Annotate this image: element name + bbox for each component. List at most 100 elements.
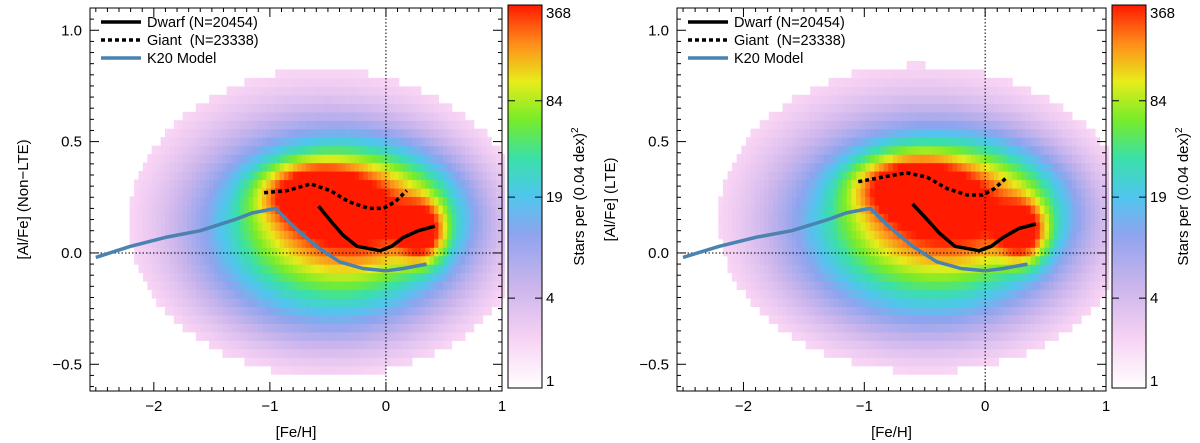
density-cell: [755, 238, 761, 248]
density-cell: [897, 221, 903, 231]
density-cell: [778, 120, 784, 130]
density-cell: [833, 247, 839, 257]
density-cell: [217, 306, 223, 316]
density-cell: [442, 187, 448, 197]
density-cell: [883, 306, 889, 316]
density-cell: [314, 221, 320, 231]
density-cell: [911, 348, 917, 358]
density-cell: [814, 111, 820, 121]
density-cell: [837, 230, 843, 240]
density-cell: [341, 365, 347, 375]
density-cell: [993, 289, 1000, 299]
density-cell: [420, 137, 426, 147]
density-cell: [200, 213, 206, 223]
density-cell: [925, 297, 931, 307]
density-cell: [328, 162, 334, 172]
density-cell: [828, 255, 834, 265]
density-cell: [755, 230, 761, 240]
density-cell: [892, 306, 898, 316]
density-cell: [244, 272, 250, 282]
density-cell: [363, 238, 369, 248]
density-cell: [897, 204, 903, 214]
density-cell: [359, 238, 364, 248]
density-cell: [819, 221, 825, 231]
density-cell: [359, 221, 364, 231]
density-cell: [284, 221, 289, 231]
density-cell: [134, 196, 140, 206]
density-cell: [1044, 187, 1050, 197]
density-cell: [306, 171, 312, 181]
density-cell: [323, 264, 329, 274]
density-cell: [883, 86, 889, 96]
density-cell: [865, 289, 871, 299]
density-cell: [938, 103, 944, 113]
density-cell: [411, 255, 417, 265]
density-cell: [244, 323, 250, 333]
density-cell: [980, 272, 986, 282]
density-cell: [961, 196, 967, 206]
density-cell: [768, 289, 774, 299]
density-cell: [874, 348, 880, 358]
density-cell: [856, 103, 862, 113]
density-cell: [279, 86, 285, 96]
density-cell: [403, 314, 409, 324]
density-cell: [332, 365, 338, 375]
density-cell: [420, 340, 426, 350]
density-cell: [961, 120, 967, 130]
density-cell: [310, 230, 316, 240]
density-cell: [957, 289, 963, 299]
density-cell: [966, 103, 972, 113]
density-cell: [239, 272, 245, 282]
density-cell: [925, 179, 931, 189]
density-cell: [341, 314, 347, 324]
density-cell: [173, 137, 179, 147]
density-cell: [989, 111, 995, 121]
density-cell: [947, 306, 954, 316]
density-cell: [275, 137, 281, 147]
density-cell: [980, 289, 986, 299]
density-cell: [970, 306, 977, 316]
density-cell: [372, 306, 378, 316]
density-cell: [787, 255, 793, 265]
density-cell: [451, 289, 457, 299]
density-cell: [1058, 289, 1064, 299]
density-cell: [486, 306, 492, 316]
density-cell: [1003, 221, 1009, 231]
density-cell: [823, 154, 830, 164]
density-cell: [970, 314, 977, 324]
density-cell: [337, 230, 342, 240]
density-cell: [434, 289, 439, 299]
density-cell: [385, 111, 391, 121]
density-cell: [341, 154, 347, 164]
density-cell: [231, 196, 237, 206]
density-cell: [266, 289, 272, 299]
density-cell: [389, 314, 395, 324]
density-cell: [865, 86, 871, 96]
density-cell: [231, 314, 237, 324]
density-cell: [381, 213, 387, 223]
density-cell: [1053, 306, 1059, 316]
density-cell: [134, 230, 140, 240]
density-cell: [310, 281, 316, 291]
density-cell: [341, 213, 347, 223]
density-cell: [902, 111, 908, 121]
density-cell: [1030, 137, 1036, 147]
density-cell: [337, 145, 342, 155]
density-cell: [1044, 204, 1050, 214]
density-cell: [998, 187, 1004, 197]
density-cell: [920, 314, 926, 324]
density-cell: [860, 357, 866, 367]
density-cell: [350, 221, 356, 231]
density-cell: [823, 331, 830, 341]
density-cell: [328, 289, 334, 299]
density-cell: [741, 255, 747, 265]
density-cell: [389, 289, 395, 299]
density-cell: [363, 162, 369, 172]
density-cell: [416, 154, 422, 164]
density-cell: [222, 264, 228, 274]
density-cell: [204, 289, 210, 299]
density-cell: [345, 297, 351, 307]
density-cell: [363, 331, 369, 341]
density-cell: [906, 297, 912, 307]
density-cell: [1049, 289, 1055, 299]
